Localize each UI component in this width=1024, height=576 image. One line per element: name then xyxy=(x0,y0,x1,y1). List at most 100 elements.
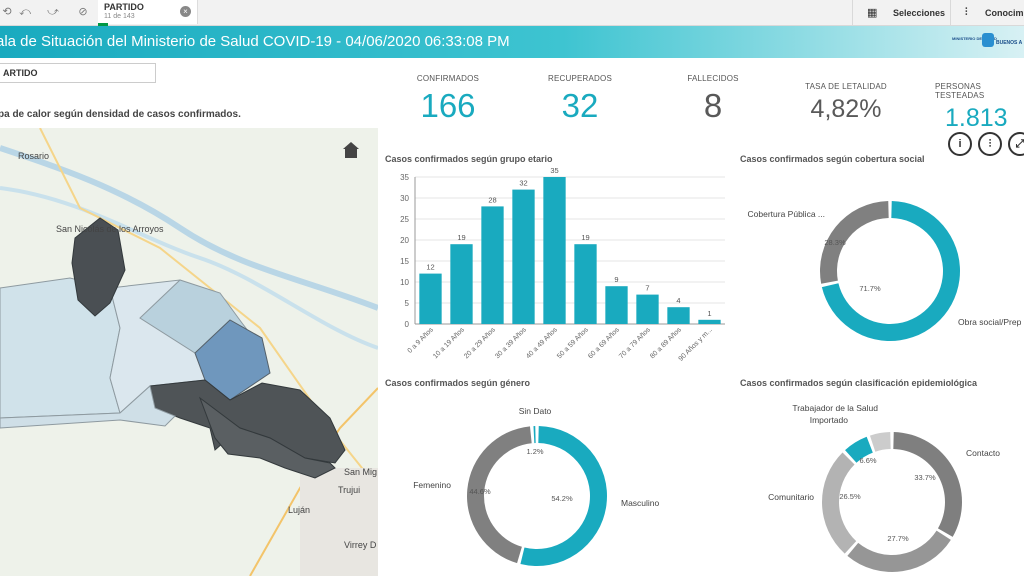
bar-value-label: 12 xyxy=(426,263,434,272)
kpi-label: RECUPERADOS xyxy=(548,74,612,83)
heat-map[interactable] xyxy=(0,128,378,576)
x-tick-label: 20 a 29 Años xyxy=(463,326,497,360)
sliders-icon[interactable]: ⫶ xyxy=(978,132,1002,156)
bar[interactable] xyxy=(543,177,566,324)
x-tick-label: 80 a 89 Años xyxy=(649,326,683,360)
slice-category-label: Sin Dato xyxy=(519,406,552,416)
slice-category-label: Obra social/Prep xyxy=(958,317,1022,327)
title-bar: ala de Situación del Ministerio de Salud… xyxy=(0,26,1024,58)
filter-label: ARTIDO xyxy=(3,68,38,78)
bar[interactable] xyxy=(605,286,628,324)
donut-slice[interactable] xyxy=(520,426,607,566)
y-tick-label: 20 xyxy=(400,236,409,245)
slice-category-label: Contacto xyxy=(966,448,1000,458)
region-8[interactable] xyxy=(0,385,176,429)
insights-label: Conocimi xyxy=(985,8,1024,18)
selection-chip[interactable]: PARTIDO 11 de 143 × xyxy=(98,0,198,26)
bar-value-label: 35 xyxy=(550,166,558,175)
info-icon[interactable]: i xyxy=(948,132,972,156)
bar[interactable] xyxy=(698,319,721,324)
region-6[interactable] xyxy=(198,396,336,479)
slice-category-label: Femenino xyxy=(413,480,451,490)
donut-slice[interactable] xyxy=(533,426,536,444)
donut-slice[interactable] xyxy=(869,432,891,452)
x-tick-label: 40 a 49 Años xyxy=(525,326,559,360)
step-forward-icon[interactable]: ⤻ xyxy=(47,6,59,18)
slice-category-label: Comunitario xyxy=(768,492,814,502)
page-title: ala de Situación del Ministerio de Salud… xyxy=(0,33,510,50)
map-place-label: San Nicolás de los Arroyos xyxy=(56,224,164,234)
kpi-value: 166 xyxy=(420,87,476,124)
map-place-label: Luján xyxy=(288,505,311,515)
home-icon[interactable] xyxy=(345,148,357,158)
region-7[interactable] xyxy=(71,217,126,317)
selections-label: Selecciones xyxy=(893,8,946,18)
close-icon[interactable]: × xyxy=(180,6,191,17)
clear-selections-icon[interactable]: ⊘ xyxy=(78,6,88,18)
slice-category-label: Cobertura Pública ... xyxy=(748,209,825,219)
selections-button[interactable]: ▦ Selecciones xyxy=(852,0,950,26)
y-tick-label: 5 xyxy=(405,299,410,308)
gender-donut-chart[interactable]: 54.2% Masculino 44.6% Femenino 1.2% Sin Dato xyxy=(385,388,730,576)
gender-chart-title: Casos confirmados según género xyxy=(385,378,531,388)
bar-value-label: 28 xyxy=(488,195,496,204)
back-icon[interactable]: ⟲ xyxy=(2,6,12,18)
map-place-label: Trujui xyxy=(338,485,361,495)
logo-province: BUENOS A xyxy=(996,40,1023,46)
epi-donut-chart[interactable]: 33.7% Contacto 27.7% 26.5% Comunitario 6.6% Im… xyxy=(740,388,1024,576)
logo: MINISTERIO DE SALUD BUENOS A xyxy=(952,30,1024,54)
map-title: pa de calor según densidad de casos conf… xyxy=(0,109,241,120)
x-tick-label: 0 a 9 Años xyxy=(407,326,436,355)
insights-button[interactable]: ⫶ Conocimi xyxy=(950,0,1024,26)
kpi-confirmados: CONFIRMADOS 166 xyxy=(388,74,508,125)
kpi-label: PERSONAS TESTEADAS xyxy=(935,82,985,100)
kpi-value: 8 xyxy=(703,87,723,124)
donut-slice[interactable] xyxy=(847,530,951,572)
y-tick-label: 15 xyxy=(400,257,409,266)
slice-category-label: Masculino xyxy=(621,498,660,508)
bar[interactable] xyxy=(512,189,535,324)
donut-slice[interactable] xyxy=(820,201,889,284)
bar[interactable] xyxy=(419,273,442,324)
insights-icon: ⫶ xyxy=(965,7,968,18)
slice-percent-label: 44.6% xyxy=(469,487,491,496)
grid-icon: ▦ xyxy=(867,7,878,19)
x-tick-label: 50 a 59 Años xyxy=(556,326,590,360)
slice-percent-label: 6.6% xyxy=(859,456,876,465)
slice-percent-label: 71.7% xyxy=(859,284,881,293)
slice-percent-label: 28.3% xyxy=(824,238,846,247)
y-tick-label: 35 xyxy=(400,173,409,182)
kpi-personas-testeadas: PERSONAS TESTEADAS 1.813 xyxy=(919,82,1024,133)
map-place-label: Virrey D xyxy=(344,540,377,550)
logo-mark-icon xyxy=(982,33,994,47)
kpi-label: FALLECIDOS xyxy=(687,74,739,83)
kpi-value: 4,82% xyxy=(810,95,882,123)
donut-slice[interactable] xyxy=(467,426,532,564)
x-tick-label: 90 Años y m... xyxy=(678,326,714,362)
slice-percent-label: 26.5% xyxy=(839,492,861,501)
y-tick-label: 30 xyxy=(400,194,409,203)
x-tick-label: 60 a 69 Años xyxy=(587,326,621,360)
bar-value-label: 19 xyxy=(581,233,589,242)
donut-slice[interactable] xyxy=(845,436,873,463)
selection-count: 11 de 143 xyxy=(104,13,135,20)
step-back-icon[interactable]: ⤺ xyxy=(19,6,31,18)
x-tick-label: 10 a 19 Años xyxy=(432,326,466,360)
slice-percent-label: 54.2% xyxy=(551,494,573,503)
expand-icon[interactable]: ⤢ xyxy=(1008,132,1024,156)
partido-filter[interactable]: ARTIDO xyxy=(0,63,156,83)
donut-slice[interactable] xyxy=(893,432,962,537)
epi-chart-title: Casos confirmados según clasificación ep… xyxy=(740,378,978,388)
donut-slice[interactable] xyxy=(822,452,857,554)
bar[interactable] xyxy=(667,307,690,324)
coverage-donut-chart[interactable]: 71.7% Obra social/Prep 28.3% Cobertura Públ… xyxy=(740,165,1024,375)
age-chart-title: Casos confirmados según grupo etario xyxy=(385,154,553,164)
home-icon-roof xyxy=(343,142,359,149)
kpi-value: 32 xyxy=(561,87,599,124)
bar[interactable] xyxy=(574,244,597,324)
bar[interactable] xyxy=(450,244,473,324)
bar[interactable] xyxy=(636,294,659,324)
map-place-label: San Mig xyxy=(344,467,378,477)
bar[interactable] xyxy=(481,206,504,324)
